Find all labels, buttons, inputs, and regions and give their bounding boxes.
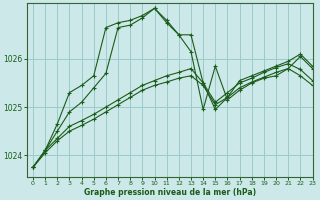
X-axis label: Graphe pression niveau de la mer (hPa): Graphe pression niveau de la mer (hPa) [84,188,256,197]
